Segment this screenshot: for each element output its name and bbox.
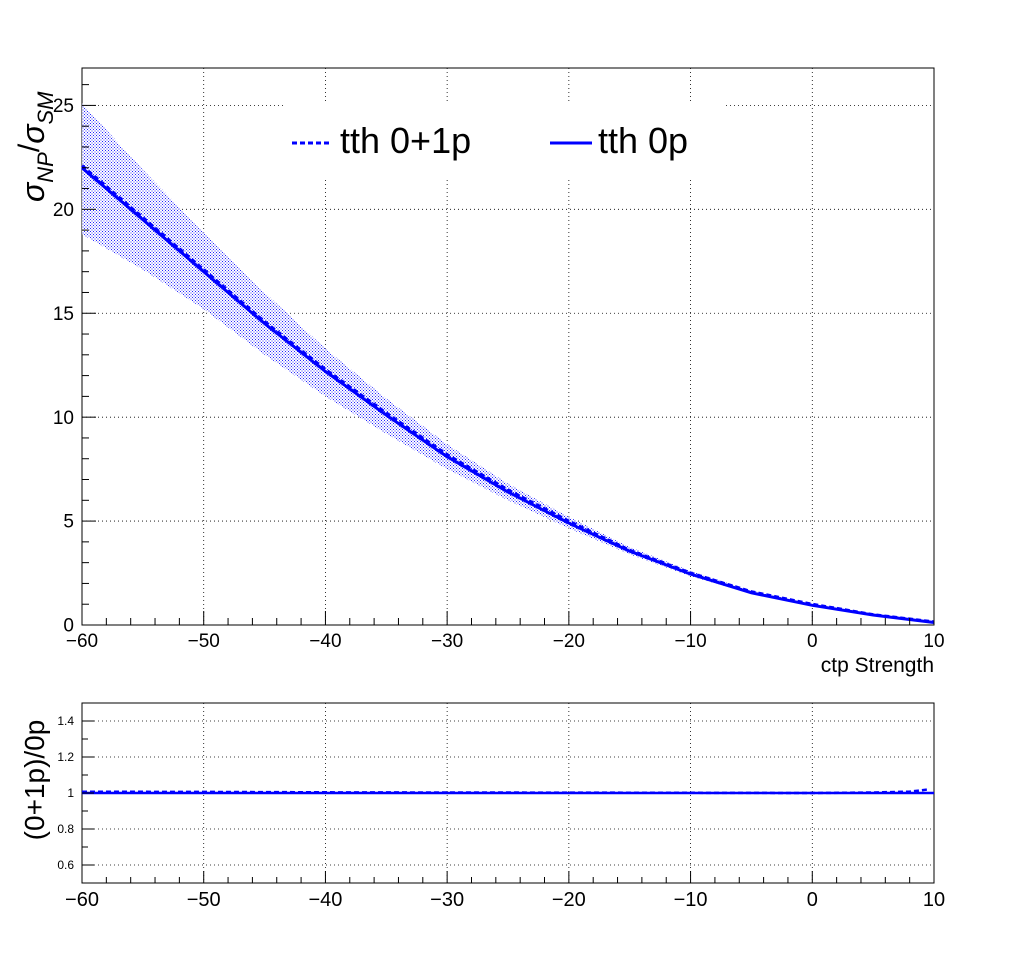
y-axis-label-sigma-sm: σ: [15, 123, 51, 144]
x-tick-label: −20: [553, 631, 585, 652]
y-tick-label: 20: [53, 200, 74, 221]
y-tick-label: 0.8: [57, 822, 74, 836]
x-tick-label: 0: [807, 889, 818, 911]
ratio-axes: [81, 702, 935, 884]
x-tick-label: −60: [65, 889, 99, 911]
x-tick-label: −20: [552, 889, 586, 911]
series-line-tth-0p: [81, 166, 935, 624]
x-tick-label: −10: [674, 631, 706, 652]
x-tick-label: −30: [430, 889, 464, 911]
x-tick-label: 0: [807, 631, 818, 652]
y-tick-label: 0: [63, 616, 74, 637]
legend-label-tth-0p: tth 0p: [598, 120, 688, 161]
x-tick-label: −40: [308, 889, 342, 911]
y-tick-label: 15: [53, 304, 74, 325]
ratio-y-tick-labels: 0.6 0.8 1 1.2 1.4: [57, 714, 74, 872]
y-tick-label: 1.2: [57, 750, 74, 764]
ratio-y-axis-label: (0+1p)/0p: [19, 720, 50, 841]
legend-label-tth-0-1p: tth 0+1p: [340, 120, 471, 161]
y-axis-label-slash: /: [13, 143, 46, 152]
x-axis-label: ctp Strength: [821, 654, 934, 677]
ratio-plot-panel: −60 −50 −40 −30 −20 −10 0 10 0.6 0.8 1 1.2 1.4 (0+1…: [19, 702, 945, 911]
main-plot-panel: −60 −50 −40 −30 −20 −10 0 10 0 5 10 15 20 25 ctp Str…: [13, 67, 945, 677]
y-axis-label-sub-np: NP: [33, 152, 58, 183]
legend-background: [284, 104, 724, 178]
y-tick-label: 1.4: [57, 714, 74, 728]
ratio-series-layer: [81, 788, 934, 795]
x-tick-label: −60: [66, 631, 98, 652]
y-axis-label-sigma-np: σ: [15, 181, 51, 202]
svg-text:σNP/σSM: σNP/σSM: [13, 91, 58, 202]
x-tick-label: 10: [923, 889, 945, 911]
y-axis-label: σNP/σSM: [13, 91, 58, 202]
y-tick-label: 10: [53, 408, 74, 429]
main-x-tick-labels: −60 −50 −40 −30 −20 −10 0 10: [66, 631, 945, 652]
x-tick-label: −10: [674, 889, 708, 911]
main-series-layer: [81, 164, 935, 624]
y-tick-label: 25: [53, 96, 74, 117]
ratio-x-tick-labels: −60 −50 −40 −30 −20 −10 0 10: [65, 889, 945, 911]
x-tick-label: 10: [923, 631, 944, 652]
x-tick-label: −40: [309, 631, 341, 652]
x-tick-label: −50: [187, 889, 221, 911]
y-axis-label-sub-sm: SM: [33, 91, 58, 125]
main-axes: [81, 84, 935, 626]
y-tick-label: 0.6: [57, 858, 74, 872]
x-tick-label: −30: [431, 631, 463, 652]
y-tick-label: 5: [63, 512, 74, 533]
legend: tth 0+1p tth 0p: [284, 104, 724, 178]
main-y-tick-labels: 0 5 10 15 20 25: [53, 96, 74, 637]
x-tick-label: −50: [188, 631, 220, 652]
y-tick-label: 1: [67, 786, 74, 800]
